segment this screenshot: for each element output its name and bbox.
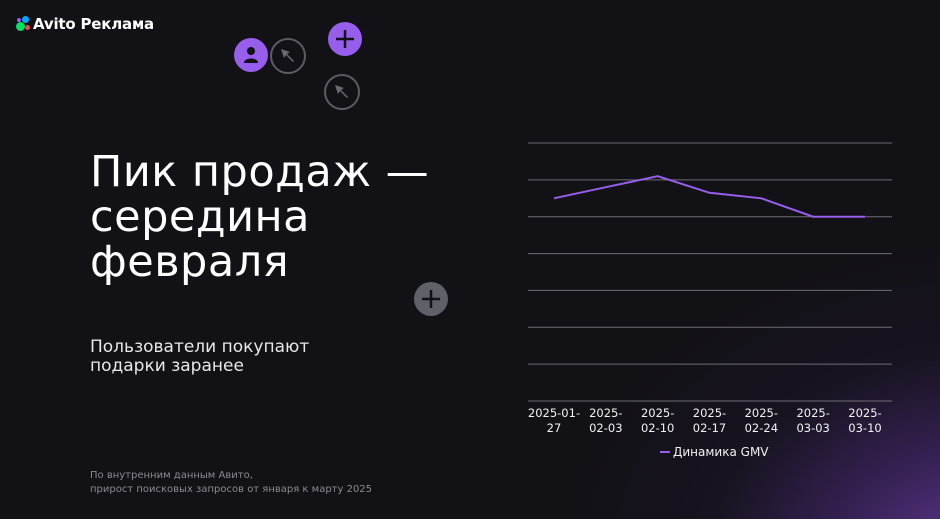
legend-swatch (660, 451, 670, 453)
cursor-arrow-icon (270, 38, 306, 74)
cursor-arrow-icon (324, 74, 360, 110)
x-tick-label: 2025- 03-10 (848, 406, 882, 435)
x-tick-label: 2025- 02-17 (692, 406, 727, 435)
avito-logo: Avito Реклама (16, 15, 154, 33)
slide-title: Пик продаж — середина февраля (90, 147, 430, 287)
source-footnote: По внутренним данным Авито, прирост поис… (90, 470, 373, 495)
x-tick-label: 2025- 02-03 (589, 406, 623, 435)
chart-legend: Динамика GMV (660, 445, 769, 459)
x-tick-label: 2025- 02-10 (640, 406, 675, 435)
avito-dots-icon (16, 16, 30, 32)
x-tick-label: 2025-01- 27 (527, 406, 581, 435)
plus-icon (414, 282, 448, 316)
series-line (553, 175, 865, 218)
user-icon (234, 38, 268, 72)
slide-subtitle: Пользователи покупают подарки заранее (90, 337, 310, 376)
x-tick-label: 2025- 03-03 (796, 406, 830, 435)
plus-icon (328, 22, 362, 56)
x-tick-label: 2025- 02-24 (744, 406, 779, 435)
legend-label: Динамика GMV (673, 445, 769, 459)
logo-text: Avito Реклама (33, 15, 154, 33)
